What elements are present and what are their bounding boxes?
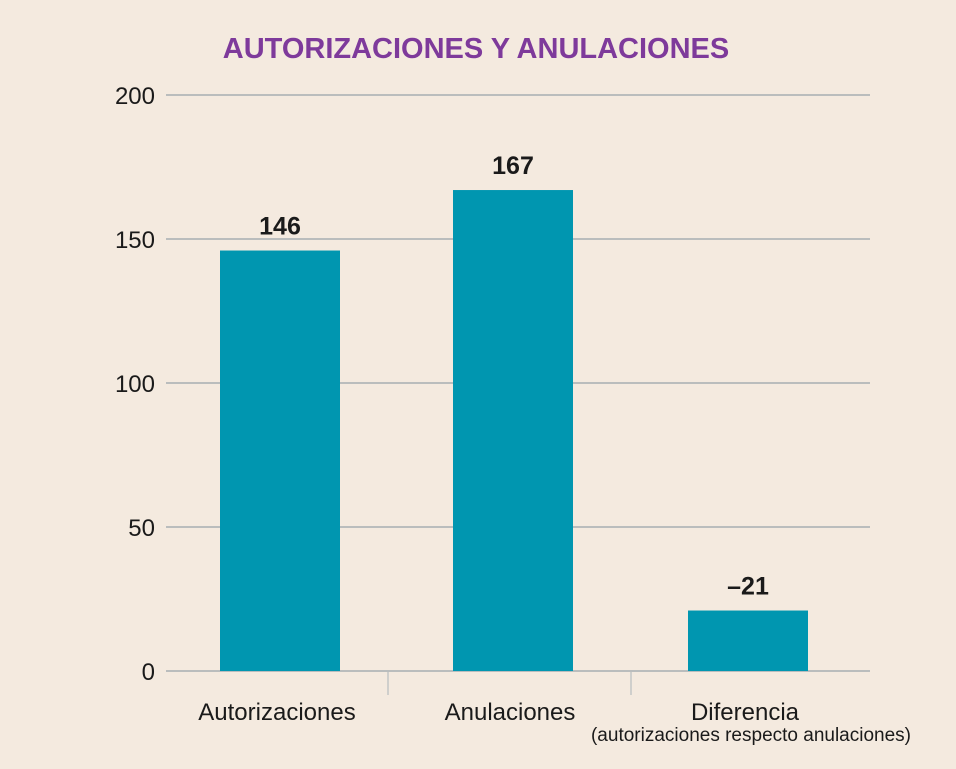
y-tick-label: 0 — [142, 659, 155, 686]
chart-title: AUTORIZACIONES Y ANULACIONES — [223, 33, 729, 65]
data-label: 146 — [259, 213, 301, 241]
bars — [220, 190, 808, 672]
data-labels: 146 167 –21 — [259, 152, 769, 600]
x-tick-label: Anulaciones — [445, 699, 576, 726]
x-tick-note: (autorizaciones respecto anulaciones) — [591, 725, 911, 746]
data-label: –21 — [727, 573, 769, 601]
data-label: 167 — [492, 152, 534, 180]
y-tick-label: 100 — [115, 371, 155, 398]
bar — [688, 610, 808, 671]
bar — [220, 250, 340, 671]
bar — [453, 190, 573, 672]
y-tick-label: 50 — [128, 515, 155, 542]
x-axis: Autorizaciones Anulaciones Diferencia(auto… — [198, 672, 911, 746]
y-axis-ticks: 0 50 100 150 200 — [115, 83, 155, 686]
x-tick-label: Autorizaciones — [198, 699, 355, 726]
y-tick-label: 150 — [115, 227, 155, 254]
x-tick-label: Diferencia — [691, 699, 800, 726]
y-tick-label: 200 — [115, 83, 155, 110]
